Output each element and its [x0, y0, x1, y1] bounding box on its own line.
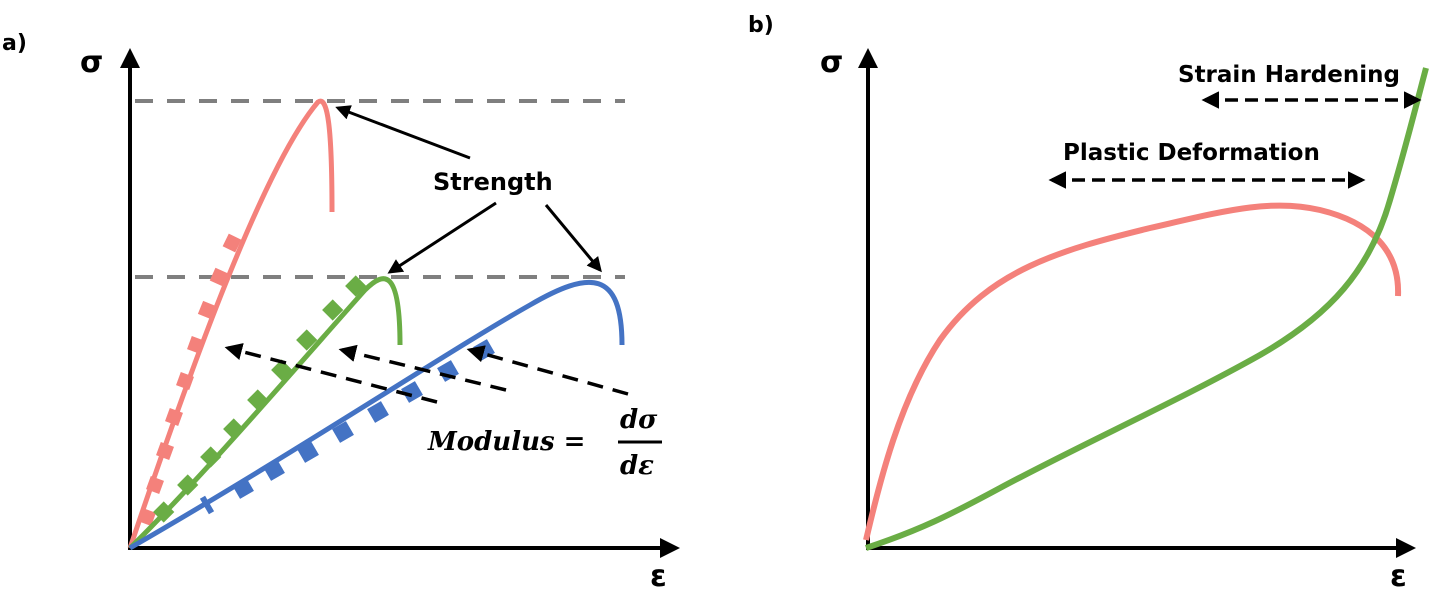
- curve-red-markers: [138, 233, 242, 526]
- modulus-arrow-red: [224, 343, 438, 404]
- panel-b-y-axis-label: σ: [820, 45, 843, 80]
- modulus-equation-numerator: dσ: [620, 405, 658, 435]
- panel-a-y-axis-label: σ: [80, 45, 103, 80]
- curve-green-b: [865, 67, 1429, 551]
- panel-a-x-axis-label: ε: [650, 559, 667, 591]
- strength-arrow-green: [387, 201, 497, 274]
- curve-green-markers: [153, 275, 367, 523]
- panel-b: b) σ ε Strain Hardening Plastic Deformat…: [748, 13, 1429, 591]
- plastic-deformation-label: Plastic Deformation: [1063, 140, 1320, 166]
- panel-b-label: b): [748, 13, 774, 38]
- modulus-equation-denominator: dε: [620, 451, 654, 481]
- modulus-arrow-green: [338, 344, 507, 392]
- strain-hardening-label: Strain Hardening: [1178, 62, 1400, 88]
- strength-arrow-blue: [544, 204, 602, 273]
- curve-red-b: [863, 202, 1402, 541]
- modulus-arrow-blue: [466, 345, 629, 396]
- panel-b-x-axis-label: ε: [1390, 559, 1407, 591]
- modulus-equation-lhs: Modulus =: [427, 427, 585, 457]
- panel-a-label: a): [2, 31, 27, 56]
- strength-label: Strength: [433, 168, 553, 196]
- curve-red: [127, 98, 335, 549]
- strength-arrow-red: [335, 105, 471, 160]
- panel-a: a) σ ε: [2, 31, 680, 591]
- curve-blue: [128, 279, 625, 551]
